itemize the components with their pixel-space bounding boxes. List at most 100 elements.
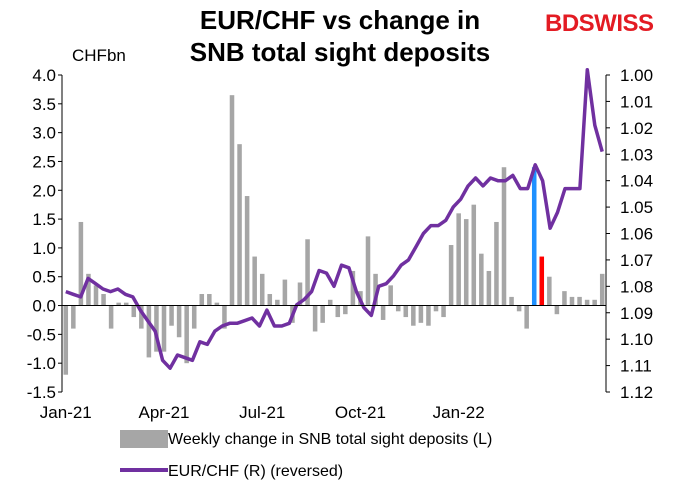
bar <box>267 294 273 306</box>
bar <box>191 305 197 329</box>
legend: Weekly change in SNB total sight deposit… <box>120 430 492 480</box>
left-axis-tick-label: 4.0 <box>32 66 56 85</box>
bar <box>426 305 431 326</box>
bar <box>86 273 91 306</box>
bar <box>101 294 106 306</box>
bar <box>282 279 288 306</box>
bar <box>327 299 333 306</box>
bar <box>146 305 152 358</box>
bar <box>131 305 137 318</box>
bar <box>569 296 575 306</box>
bar <box>78 221 84 306</box>
right-axis-tick-label: 1.11 <box>620 357 652 376</box>
bar <box>176 305 182 338</box>
bar <box>486 270 492 306</box>
left-axis-tick-label: 2.5 <box>32 152 56 171</box>
left-axis-tick-label: 1.5 <box>32 210 56 229</box>
bar <box>448 245 454 306</box>
right-axis-tick-label: 1.09 <box>620 304 653 323</box>
bar <box>365 236 371 306</box>
right-axis-tick-label: 1.05 <box>620 198 653 217</box>
bar <box>501 167 507 306</box>
bar <box>471 204 477 306</box>
bar <box>516 305 522 312</box>
line-series <box>65 67 604 370</box>
bar <box>93 285 99 306</box>
x-axis-tick-label: Oct-21 <box>335 403 386 422</box>
chart-title-line1: EUR/CHF vs change in <box>199 5 481 35</box>
right-axis-tick-label: 1.07 <box>620 251 653 270</box>
bar <box>297 282 303 306</box>
bar <box>592 299 597 306</box>
bar <box>479 253 484 306</box>
bar <box>123 302 129 306</box>
bar <box>139 305 144 329</box>
bar <box>305 239 310 306</box>
bar <box>524 305 529 329</box>
x-axis-tick-label: Jan-21 <box>40 403 92 422</box>
right-axis-tick-label: 1.06 <box>620 225 653 244</box>
highlight-bar <box>531 167 537 306</box>
x-axis: Jan-21 Apr-21 Jul-21 Oct-21 Jan-22 <box>40 305 606 422</box>
bar <box>161 305 167 352</box>
bar <box>63 305 69 375</box>
bar <box>403 305 409 318</box>
bar <box>275 299 280 306</box>
bar <box>373 273 378 306</box>
bar <box>312 305 318 332</box>
right-axis-tick-label: 1.02 <box>620 119 653 138</box>
x-axis-tick-label: Apr-21 <box>138 403 189 422</box>
bar <box>509 296 514 306</box>
bar <box>335 305 341 318</box>
x-axis-tick-label: Jul-21 <box>239 403 285 422</box>
bar <box>350 270 356 306</box>
highlight-bars <box>531 167 545 306</box>
x-axis-tick-label: Jan-22 <box>433 403 485 422</box>
bar <box>259 273 265 306</box>
bar-series <box>63 95 605 375</box>
bdswiss-logo: BDSWISS <box>545 10 654 38</box>
right-axis: 1.00 1.01 1.02 1.03 1.04 1.05 1.06 1.07 1.08 1.09… <box>605 66 653 402</box>
bar <box>456 213 461 306</box>
bar <box>599 273 605 306</box>
bar <box>584 299 590 306</box>
bar <box>441 305 446 318</box>
bar <box>207 294 212 306</box>
eurchf-line <box>65 67 604 370</box>
bar <box>116 302 121 306</box>
legend-bar-label: Weekly change in SNB total sight deposit… <box>168 431 492 448</box>
bar <box>562 291 567 306</box>
right-axis-tick-label: 1.12 <box>620 383 653 402</box>
bar <box>214 302 220 306</box>
bar <box>433 305 439 312</box>
right-axis-tick-label: 1.04 <box>620 172 653 191</box>
right-axis-tick-label: 1.01 <box>620 92 653 111</box>
bar <box>108 305 114 329</box>
left-axis-tick-label: -1.0 <box>27 354 56 373</box>
right-axis-tick-label: 1.03 <box>620 145 653 164</box>
right-axis-tick-label: 1.00 <box>620 66 653 85</box>
left-axis-tick-label: 3.5 <box>32 95 56 114</box>
bar <box>169 305 174 326</box>
left-axis-tick-label: 3.0 <box>32 124 56 143</box>
left-axis-tick-label: 2.0 <box>32 181 56 200</box>
bar <box>463 219 469 306</box>
legend-line-label: EUR/CHF (R) (reversed) <box>168 463 343 480</box>
bar <box>577 296 582 306</box>
left-axis-tick-label: 1.0 <box>32 239 56 258</box>
legend-bar-swatch <box>120 430 168 448</box>
left-axis-tick-label: 0.0 <box>32 297 56 316</box>
bar <box>244 196 250 306</box>
bar <box>494 221 499 306</box>
bar <box>411 305 416 326</box>
bar <box>320 305 325 323</box>
left-axis-tick-label: -0.5 <box>27 325 56 344</box>
left-unit-label: CHFbn <box>72 46 126 65</box>
bar <box>343 305 348 315</box>
bar <box>252 256 257 306</box>
chart-title: EUR/CHF vs change in SNB total sight dep… <box>130 4 550 68</box>
bar <box>229 95 235 306</box>
bar <box>547 276 552 306</box>
bar <box>199 294 205 306</box>
bar <box>395 305 401 312</box>
